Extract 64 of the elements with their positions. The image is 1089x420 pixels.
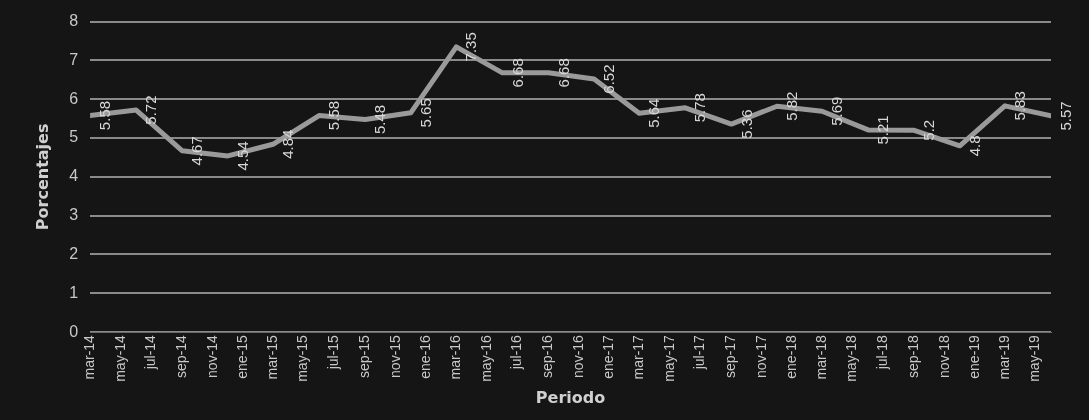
- x-tick-label: jul-15: [324, 334, 341, 371]
- data-label: 6.68: [554, 58, 572, 88]
- x-tick-label: sep-15: [356, 334, 372, 378]
- x-axis-title: Periodo: [535, 387, 606, 407]
- x-tick-label: sep-17: [722, 334, 739, 378]
- data-label: 5.64: [645, 98, 663, 128]
- x-tick-label: nov-14: [203, 334, 220, 378]
- x-tick-label: ene-19: [966, 334, 983, 379]
- x-tick-label: mar-19: [995, 334, 1012, 380]
- data-label: 7.35: [462, 32, 480, 62]
- x-tick-label: sep-18: [905, 334, 922, 378]
- x-tick-label: mar-16: [447, 334, 464, 380]
- x-tick-label: may-18: [843, 334, 860, 382]
- data-label: 5.83: [1011, 91, 1029, 121]
- data-label: 4.67: [188, 136, 206, 166]
- x-tick-label: may-16: [477, 334, 494, 382]
- x-tick-label: may-15: [294, 334, 311, 382]
- data-label: 4.8: [965, 135, 983, 157]
- y-tick-label: 3: [69, 206, 79, 224]
- x-tick-label: mar-15: [263, 334, 280, 380]
- x-tick-label: nov-15: [386, 334, 403, 378]
- y-tick-label: 0: [69, 322, 79, 340]
- x-tick-label: nov-17: [752, 334, 769, 378]
- x-tick-label: nov-16: [569, 334, 586, 378]
- x-tick-label: mar-18: [812, 334, 829, 380]
- data-label: 5.58: [96, 100, 114, 131]
- data-label: 4.84: [279, 129, 297, 159]
- x-tick-label: may-19: [1026, 334, 1043, 382]
- x-tick-label: may-14: [111, 334, 128, 382]
- x-tick-label: ene-17: [600, 334, 617, 379]
- data-label: 5.78: [691, 93, 709, 123]
- x-tick-label: ene-16: [417, 334, 434, 379]
- x-tick-label: ene-18: [783, 334, 800, 379]
- data-label: 5.58: [325, 100, 343, 131]
- y-axis-title: Porcentajes: [32, 123, 52, 231]
- data-label: 5.48: [371, 104, 389, 135]
- x-tick-label: mar-17: [630, 334, 647, 380]
- y-tick-label: 1: [69, 283, 79, 301]
- data-label: 5.36: [737, 109, 755, 139]
- data-label: 4.54: [234, 141, 252, 171]
- data-label: 5.65: [416, 98, 434, 128]
- data-label: 5.2: [920, 119, 938, 141]
- x-tick-label: nov-18: [935, 334, 952, 378]
- data-label: 5.72: [142, 95, 160, 125]
- data-label: 5.57: [1057, 101, 1075, 131]
- y-tick-label: 2: [69, 244, 79, 262]
- y-tick-label: 6: [69, 89, 79, 107]
- y-tick-label: 7: [69, 50, 79, 68]
- x-tick-label: jul-14: [142, 334, 159, 371]
- y-tick-label: 5: [69, 128, 79, 146]
- x-tick-label: may-17: [660, 334, 677, 382]
- x-tick-label: jul-17: [691, 334, 708, 371]
- x-tick-label: ene-15: [234, 334, 251, 379]
- data-label: 5.69: [828, 96, 846, 126]
- x-tick-label: jul-18: [874, 334, 891, 371]
- y-tick-label: 4: [69, 167, 79, 185]
- data-label: 5.21: [874, 115, 892, 145]
- y-tick-label: 8: [69, 12, 79, 30]
- x-tick-label: mar-14: [80, 334, 97, 380]
- data-label: 5.82: [783, 91, 801, 121]
- data-label: 6.52: [600, 64, 618, 94]
- x-tick-label: jul-16: [508, 334, 525, 371]
- x-tick-label: sep-14: [173, 334, 190, 378]
- x-tick-label: sep-16: [539, 334, 556, 378]
